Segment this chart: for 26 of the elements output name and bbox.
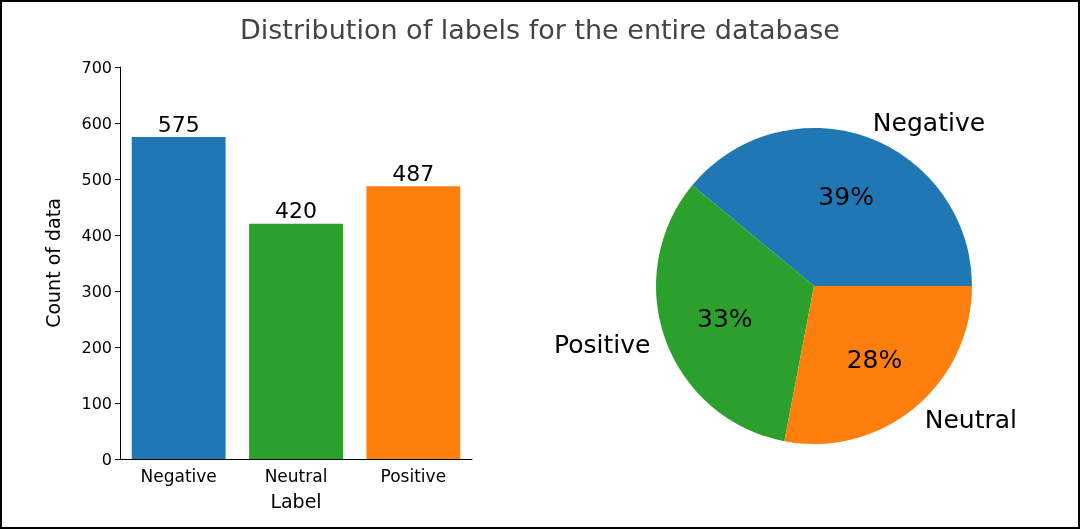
y-tick-label: 400 <box>81 225 112 245</box>
y-tick-label: 100 <box>81 393 112 413</box>
y-tick-label: 200 <box>81 337 112 357</box>
y-axis-title: Count of data <box>41 198 64 328</box>
data-label: 39% <box>818 182 874 212</box>
bar <box>366 186 461 459</box>
x-axis-title: Label <box>270 489 322 512</box>
x-tick-label: Neutral <box>264 465 328 486</box>
y-tick-label: 600 <box>81 113 112 133</box>
data-label: 487 <box>392 160 435 186</box>
slice-label: Neutral <box>924 405 1018 435</box>
data-label: 575 <box>157 111 200 137</box>
x-tick-label: Positive <box>380 465 447 486</box>
data-label: 28% <box>846 344 903 374</box>
data-label: 33% <box>697 303 753 333</box>
y-tick-label: 700 <box>81 57 112 77</box>
text: Distribution of labels for the entire database <box>239 14 841 45</box>
bar <box>131 137 226 459</box>
data-label: 420 <box>275 198 317 224</box>
slice-label: Positive <box>554 330 651 360</box>
slice-label: Negative <box>872 107 986 137</box>
y-tick-label: 0 <box>101 449 112 469</box>
bar <box>249 223 343 459</box>
y-tick-label: 300 <box>81 281 112 301</box>
y-tick-label: 500 <box>81 169 112 189</box>
x-tick-label: Negative <box>140 465 217 486</box>
